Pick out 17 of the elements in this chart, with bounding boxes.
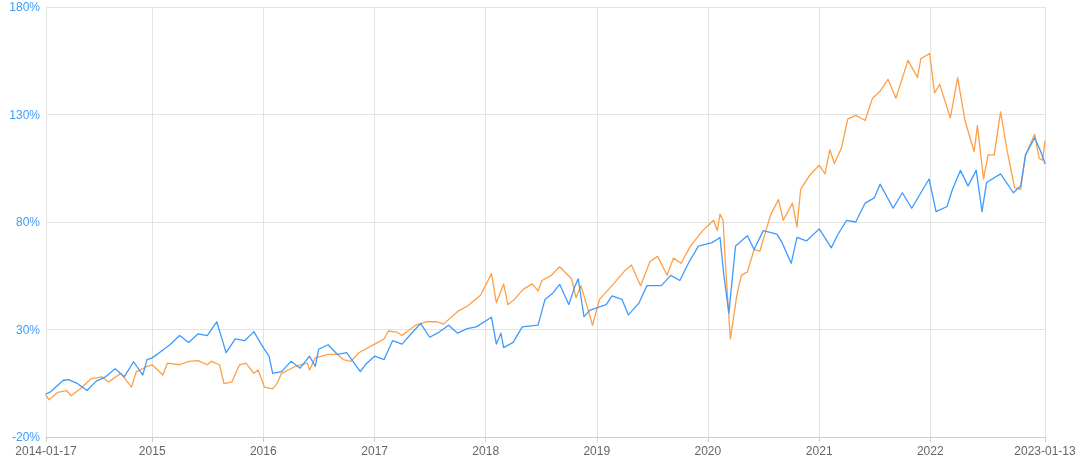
x-tick-label: 2018 xyxy=(472,444,500,458)
line-series xyxy=(45,137,1046,395)
line-series xyxy=(45,52,1046,401)
y-tick-label: 80% xyxy=(15,215,41,229)
x-tick-label: 2016 xyxy=(249,444,277,458)
x-tick-label: 2022 xyxy=(916,444,944,458)
x-tick-label: 2014-01-17 xyxy=(15,444,78,458)
y-tick-label: -20% xyxy=(11,430,41,444)
y-tick-label: 180% xyxy=(9,0,41,14)
x-tick-label: 2023-01-13 xyxy=(1014,444,1077,458)
y-tick-label: 130% xyxy=(9,107,41,122)
x-tick-label: 2021 xyxy=(805,444,833,458)
x-tick-label: 2017 xyxy=(361,444,389,458)
x-tick-label: 2020 xyxy=(694,444,722,458)
y-tick-label: 30% xyxy=(15,322,41,337)
x-tick-label: 2019 xyxy=(583,444,611,458)
x-tick-label: 2015 xyxy=(138,444,166,458)
